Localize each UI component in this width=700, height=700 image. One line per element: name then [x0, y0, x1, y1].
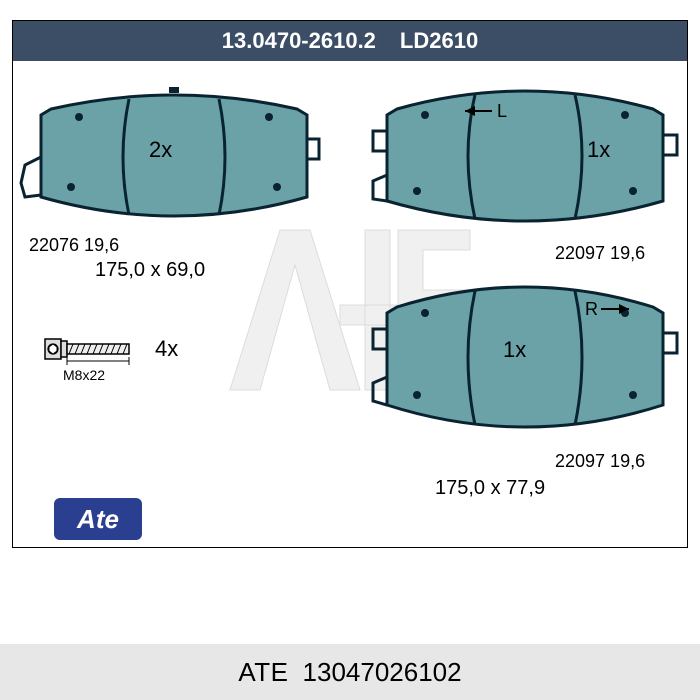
- pad-right-top-svg: L: [367, 81, 683, 251]
- footer-part: 13047026102: [303, 657, 462, 688]
- ate-logo: Ate: [53, 497, 143, 541]
- pad-right-top: L 1x: [367, 81, 683, 251]
- pad-left-dims: 175,0 x 69,0: [93, 259, 207, 282]
- bolt-row: 4x: [43, 331, 178, 367]
- pad-left-code: 22076 19,6: [27, 235, 121, 256]
- svg-text:L: L: [497, 101, 507, 121]
- footer-brand: ATE: [238, 657, 288, 688]
- svg-text:Ate: Ate: [76, 504, 119, 534]
- pad-right-top-qty: 1x: [587, 137, 610, 163]
- pad-right-bottom-qty: 1x: [503, 337, 526, 363]
- pad-right-bottom: R 1x: [367, 277, 683, 457]
- svg-text:R: R: [585, 299, 598, 319]
- bolt-spec: M8x22: [61, 367, 107, 383]
- pad-left-qty: 2x: [149, 137, 172, 163]
- pad-right-bottom-dims: 175,0 x 77,9: [433, 477, 547, 500]
- pad-left: 2x: [19, 87, 329, 247]
- figure-box: 13.0470-2610.2 LD2610: [12, 20, 688, 548]
- header-part-number: 13.0470-2610.2: [222, 28, 376, 54]
- stage: 13.0470-2610.2 LD2610: [0, 0, 700, 700]
- pad-right-bottom-svg: R: [367, 277, 683, 457]
- bolt-icon: [43, 331, 143, 367]
- pad-left-svg: [19, 87, 329, 247]
- bolt-qty: 4x: [155, 336, 178, 362]
- footer-bar: ATE 13047026102: [0, 644, 700, 700]
- header-bar: 13.0470-2610.2 LD2610: [13, 21, 687, 61]
- pad-right-top-code: 22097 19,6: [553, 243, 647, 264]
- header-model-code: LD2610: [400, 28, 478, 54]
- pad-right-bottom-code: 22097 19,6: [553, 451, 647, 472]
